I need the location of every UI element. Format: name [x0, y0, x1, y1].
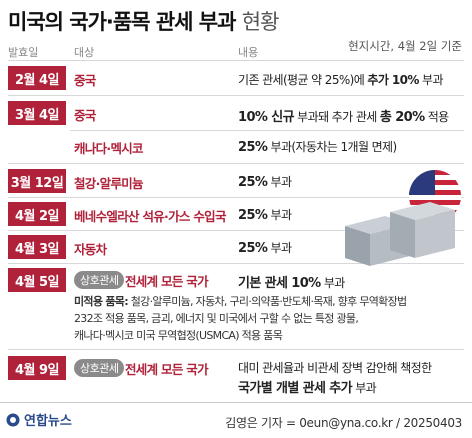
- content-cell: 기존 관세(평균 약 25%)에 추가 10% 부과: [238, 73, 444, 87]
- target-cell: 전세계 모든 국가: [125, 362, 209, 377]
- target-cell: 철강·알루미늄: [74, 176, 144, 191]
- as-of-date: 현지시간, 4월 2일 기준: [348, 39, 462, 53]
- date-cell: 4월 5일: [8, 268, 66, 292]
- exemption-note: 미적용 품목: 철강·알루미늄, 자동차, 구리·의약품·반도체·목재, 향후 …: [74, 295, 407, 308]
- target-cell: 전세계 모든 국가: [125, 274, 209, 289]
- target-cell: 자동차: [74, 242, 107, 257]
- target-cell: 중국: [74, 108, 96, 123]
- exemption-note: 캐나다·멕시코 미국 무역협정(USMCA) 적용 품목: [74, 329, 283, 342]
- divider: [8, 95, 464, 96]
- divider: [8, 163, 464, 164]
- divider: [70, 130, 464, 131]
- content-cell: 25% 부과: [238, 241, 292, 256]
- yonhap-logo: 연합뉴스: [6, 410, 72, 429]
- shipping-container-icon: [345, 202, 455, 266]
- date-cell: 4월 9일: [8, 356, 66, 380]
- page-title: 미국의 국가·품목 관세 부과 현황: [8, 10, 279, 34]
- us-flag-containers-illustration: [345, 170, 461, 266]
- date-cell: 4월 2일: [8, 202, 66, 226]
- header-target: 대상: [74, 46, 95, 59]
- divider: [8, 197, 464, 198]
- divider: [8, 263, 464, 264]
- yonhap-logo-icon: [6, 413, 20, 426]
- content-cell: 25% 부과: [238, 175, 292, 190]
- header-content: 내용: [238, 46, 259, 59]
- content-cell: 대미 관세율과 비관세 장벽 감안해 책정한: [238, 361, 432, 375]
- date-cell: 3월 12일: [8, 169, 66, 193]
- content-cell: 기본 관세 10% 부과: [238, 276, 345, 291]
- footer-divider: [0, 402, 472, 403]
- reciprocal-tariff-badge: 상호관세: [74, 359, 125, 377]
- header-date: 발효일: [8, 46, 39, 59]
- content-cell: 25% 부과: [238, 208, 292, 223]
- credit-line: 김영은 기자 = 0eun@yna.co.kr / 20250403: [225, 416, 462, 430]
- date-cell: 3월 4일: [8, 101, 66, 125]
- date-cell: 4월 3일: [8, 235, 66, 259]
- divider: [8, 230, 464, 231]
- date-cell: 2월 4일: [8, 66, 66, 90]
- target-cell: 베네수엘라산 석유·가스 수입국: [74, 209, 226, 224]
- divider: [8, 60, 464, 61]
- content-cell: 10% 신규 부과돼 추가 관세 총 20% 적용: [238, 110, 449, 125]
- target-cell: 중국: [74, 73, 96, 88]
- exemption-note: 232조 적용 품목, 금괴, 에너지 및 미국에서 구할 수 없는 특정 광물…: [74, 312, 359, 325]
- divider: [8, 349, 464, 350]
- reciprocal-tariff-badge: 상호관세: [74, 271, 125, 289]
- content-cell: 25% 부과(자동차는 1개월 면제): [238, 140, 397, 155]
- target-cell: 캐나다·멕시코: [74, 141, 144, 156]
- content-cell: 국가별 개별 관세 추가 부과: [238, 381, 377, 396]
